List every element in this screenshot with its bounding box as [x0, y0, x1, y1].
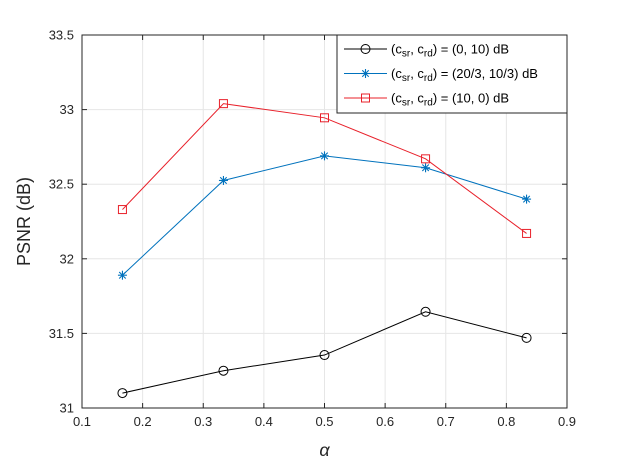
x-tick-label: 0.2 — [134, 414, 152, 429]
legend-label: (csr, crd) = (20/3, 10/3) dB — [391, 66, 538, 84]
legend-text-part: (c — [391, 91, 402, 106]
legend-subscript: sr — [402, 49, 411, 60]
data-point — [218, 175, 228, 185]
data-point — [117, 388, 128, 399]
legend-text-part: ) = (10, 0) dB — [433, 91, 509, 106]
legend-entry: (csr, crd) = (0, 10) dB — [344, 42, 509, 60]
legend-text-part: , c — [410, 66, 424, 81]
legend-text-part: ) = (0, 10) dB — [433, 42, 509, 57]
series-3 — [117, 99, 532, 238]
legend-entry: (csr, crd) = (20/3, 10/3) dB — [344, 66, 538, 84]
series — [117, 99, 532, 399]
x-tick-label: 0.3 — [194, 414, 212, 429]
legend-label: (csr, crd) = (10, 0) dB — [391, 91, 509, 109]
y-tick-label: 33 — [60, 102, 74, 117]
data-point — [421, 163, 431, 173]
legend-subscript: sr — [402, 73, 411, 84]
data-point — [420, 306, 431, 317]
x-tick-label: 0.4 — [255, 414, 273, 429]
series-2 — [117, 151, 532, 280]
legend-text-part: , c — [410, 91, 424, 106]
legend-subscript: rd — [424, 98, 433, 109]
y-tick-label: 33.5 — [49, 28, 74, 43]
data-point — [320, 151, 329, 161]
legend-text-part: (c — [391, 42, 402, 57]
series-line — [122, 311, 527, 394]
asterisk-stroke — [320, 152, 329, 160]
legend-text-part: ) = (20/3, 10/3) dB — [433, 66, 538, 81]
asterisk-stroke — [522, 195, 531, 203]
asterisk-stroke — [361, 69, 370, 78]
x-axis-label: α — [319, 440, 330, 460]
y-axis-label: PSNR (dB) — [14, 177, 34, 266]
data-point — [117, 205, 127, 215]
y-tick-label: 31.5 — [49, 326, 74, 341]
ticks: 0.1 0.2 0.3 0.4 0.5 0.6 0.7 0.8 0.9 31 31.5 32 32.5 3… — [49, 28, 576, 430]
data-point — [522, 194, 532, 204]
data-point — [319, 350, 330, 361]
legend-marker — [361, 93, 370, 103]
x-tick-label: 0.6 — [376, 414, 394, 429]
x-tick-label: 0.9 — [558, 414, 576, 429]
legend-text-part: , c — [410, 42, 424, 57]
legend: (csr, crd) = (0, 10) dB(csr, crd) = (20/… — [336, 34, 568, 114]
legend-marker — [361, 69, 370, 78]
legend-subscript: sr — [402, 98, 411, 109]
data-point — [218, 365, 229, 376]
y-tick-label: 32.5 — [49, 177, 74, 192]
data-point — [218, 99, 228, 109]
legend-label: (csr, crd) = (0, 10) dB — [391, 42, 509, 60]
x-tick-label: 0.1 — [73, 414, 91, 429]
legend-marker — [360, 44, 371, 54]
series-1 — [117, 306, 532, 399]
data-point — [117, 270, 127, 280]
legend-subscript: rd — [424, 73, 433, 84]
y-tick-label: 31 — [60, 401, 74, 416]
data-point — [521, 332, 532, 343]
asterisk-stroke — [421, 164, 430, 172]
data-point — [421, 154, 431, 164]
asterisk-stroke — [118, 271, 127, 279]
data-point — [320, 113, 329, 123]
x-tick-label: 0.8 — [497, 414, 515, 429]
legend-subscript: rd — [424, 49, 433, 60]
asterisk-stroke — [219, 176, 228, 185]
series-line — [122, 103, 527, 234]
legend-text-part: (c — [391, 66, 402, 81]
data-point — [522, 228, 532, 238]
x-tick-label: 0.5 — [315, 414, 333, 429]
x-tick-label: 0.7 — [437, 414, 455, 429]
y-tick-label: 32 — [60, 251, 74, 266]
legend-entry: (csr, crd) = (10, 0) dB — [344, 91, 509, 109]
